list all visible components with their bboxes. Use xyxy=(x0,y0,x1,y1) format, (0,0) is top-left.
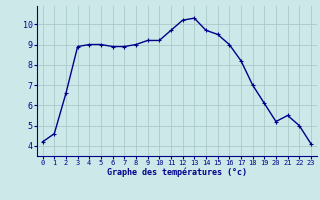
X-axis label: Graphe des températures (°c): Graphe des températures (°c) xyxy=(107,168,247,177)
